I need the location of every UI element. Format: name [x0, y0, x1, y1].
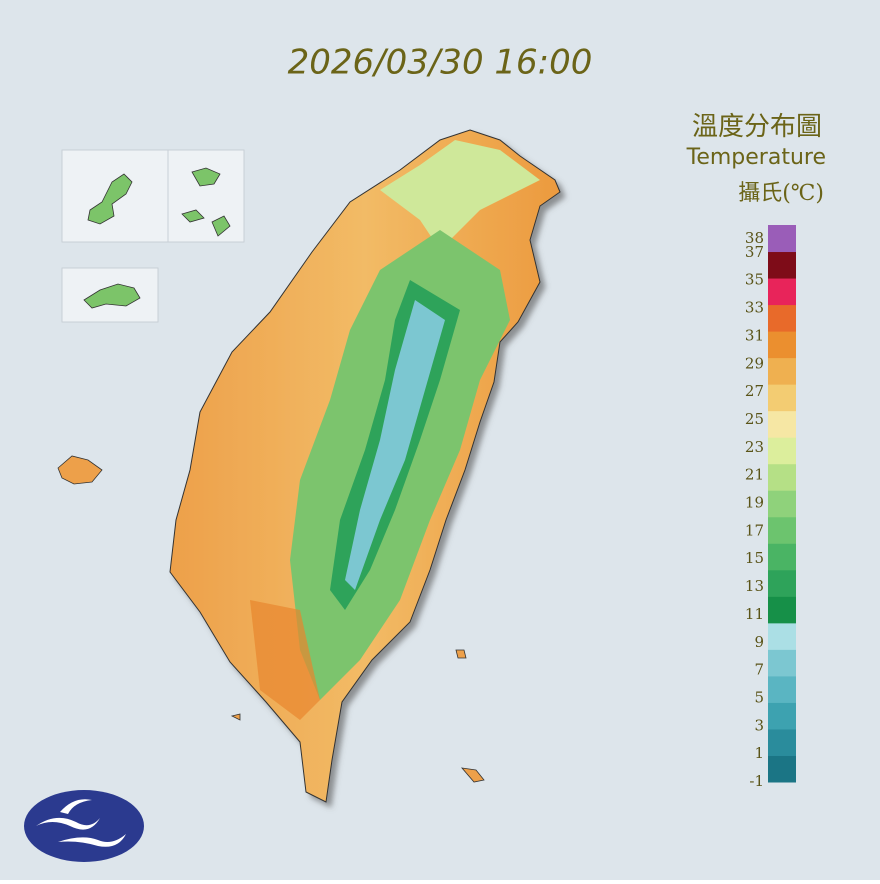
color-bin [768, 357, 796, 385]
legend-label: 37 [745, 243, 764, 261]
island [83, 283, 141, 309]
color-bin [768, 331, 796, 359]
legend-label: 21 [745, 466, 764, 484]
logo-waves [36, 799, 126, 847]
south-warm [250, 600, 320, 720]
color-bin [768, 437, 796, 465]
legend-label: 9 [754, 633, 764, 651]
logo [24, 790, 144, 862]
legend-subtitle: Temperature [686, 145, 826, 170]
color-bin [768, 728, 796, 756]
legend-title: 溫度分布圖 [692, 112, 822, 142]
color-bin [768, 675, 796, 703]
island [87, 173, 133, 225]
legend-label: 23 [745, 438, 764, 456]
legend-label: 35 [745, 271, 764, 289]
color-bin [768, 622, 796, 650]
legend-unit: 攝氏(℃) [738, 181, 824, 206]
color-bin [768, 278, 796, 306]
island [181, 209, 231, 237]
legend-label: 3 [754, 716, 764, 734]
ridge [345, 300, 445, 590]
legend-label: 33 [745, 299, 764, 317]
color-bin [768, 755, 796, 783]
color-bin [768, 596, 796, 624]
legend-label: 29 [745, 354, 764, 372]
legend-label: -1 [749, 772, 764, 790]
legend-label: 17 [745, 521, 764, 539]
color-bin [768, 225, 796, 253]
island [191, 167, 221, 187]
color-bin [768, 702, 796, 730]
color-bin [768, 543, 796, 571]
color-bin [768, 490, 796, 518]
color-bin [768, 251, 796, 279]
color-bin [768, 384, 796, 412]
legend-label: 15 [745, 549, 764, 567]
timestamp: 2026/03/30 16:00 [288, 43, 593, 83]
color-bin [768, 463, 796, 491]
legend-label: 38 [745, 229, 764, 247]
penghu [57, 455, 103, 485]
color-bin [768, 304, 796, 332]
insets [57, 149, 485, 783]
legend-label: 1 [754, 744, 764, 762]
legend-label: 25 [745, 410, 764, 428]
legend-label: 27 [745, 382, 764, 400]
color-bin [768, 410, 796, 438]
legend-label: 7 [754, 661, 764, 679]
north-area [380, 140, 540, 250]
legend-label: 19 [745, 494, 764, 512]
color-bin [768, 516, 796, 544]
color-bin [768, 649, 796, 677]
taiwan [169, 129, 561, 803]
legend-label: 31 [745, 326, 764, 344]
legend-label: 13 [745, 577, 764, 595]
color-bin [768, 569, 796, 597]
legend-label: 11 [745, 605, 764, 623]
legend-label: 5 [754, 688, 764, 706]
islets [230, 649, 485, 783]
legend: 溫度分布圖 Temperature 攝氏(℃) 3837353331292725… [686, 112, 826, 790]
